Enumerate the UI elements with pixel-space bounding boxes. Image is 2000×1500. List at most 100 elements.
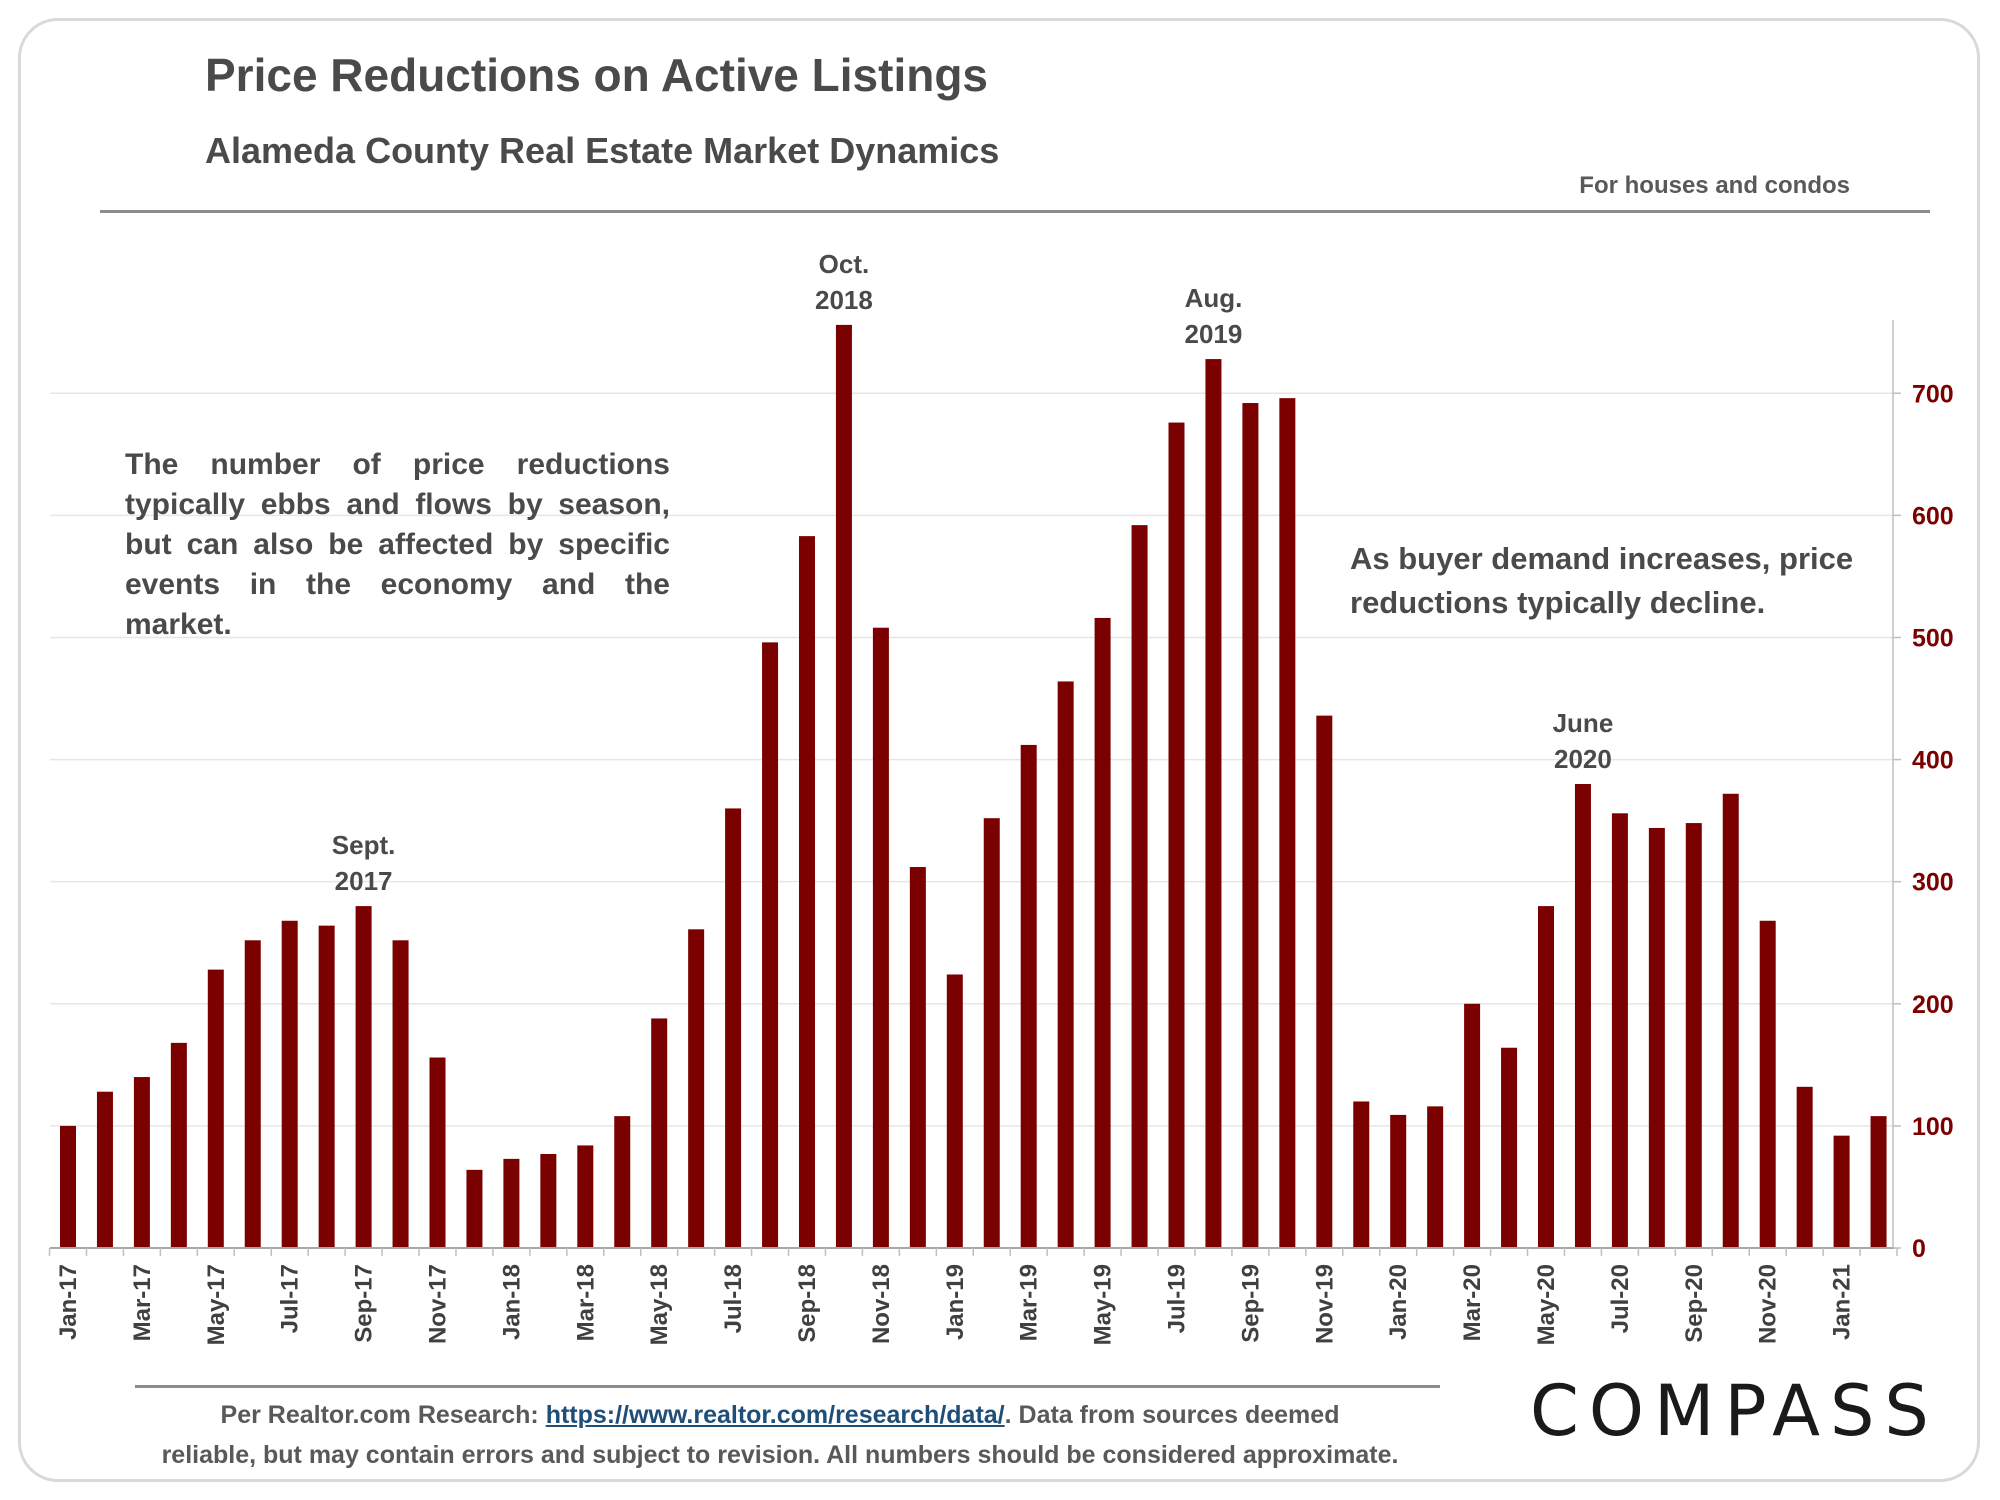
x-tick-label: Nov-18 xyxy=(868,1264,895,1344)
peak-annotation-line1: Aug. xyxy=(1185,283,1243,313)
x-tick-label: May-18 xyxy=(646,1264,673,1345)
bar xyxy=(466,1169,483,1248)
bar xyxy=(318,925,335,1248)
bar xyxy=(244,940,261,1248)
bar xyxy=(1464,1003,1481,1248)
x-tick-label: Nov-17 xyxy=(425,1264,452,1344)
bar xyxy=(1168,422,1185,1248)
bar xyxy=(799,536,815,1248)
x-tick-label: Sep-18 xyxy=(794,1264,821,1343)
y-tick-label: 100 xyxy=(1912,1113,1954,1141)
bar xyxy=(835,324,852,1248)
bar xyxy=(1242,403,1259,1248)
bar xyxy=(946,974,963,1248)
x-tick-label: Nov-20 xyxy=(1755,1264,1782,1344)
x-tick-label: Jul-19 xyxy=(1164,1264,1191,1333)
chart-title: Price Reductions on Active Listings xyxy=(205,49,989,101)
bar xyxy=(1501,1047,1518,1248)
bar xyxy=(1316,715,1333,1248)
peak-annotation-line2: 2017 xyxy=(335,866,393,896)
peak-annotation-line2: 2019 xyxy=(1185,319,1243,349)
peak-annotation-line2: 2018 xyxy=(815,285,873,315)
source-link[interactable]: https://www.realtor.com/research/data/ xyxy=(545,1401,1005,1429)
bar xyxy=(725,808,742,1248)
bar xyxy=(1833,1135,1850,1248)
annotation-seasonality: The number of price reductions typically… xyxy=(125,448,670,641)
bar xyxy=(392,940,409,1248)
y-tick-label: 400 xyxy=(1912,747,1954,775)
chart-subtitle: Alameda County Real Estate Market Dynami… xyxy=(205,130,1000,171)
x-tick-label: Mar-20 xyxy=(1459,1264,1486,1341)
bar xyxy=(651,1018,668,1248)
bar xyxy=(1131,525,1148,1248)
bar xyxy=(1427,1106,1444,1248)
y-tick-label: 300 xyxy=(1912,869,1954,897)
bar xyxy=(1279,398,1296,1249)
bar xyxy=(688,929,705,1248)
bar xyxy=(540,1153,557,1248)
bar xyxy=(1205,359,1222,1248)
x-tick-label: Nov-19 xyxy=(1311,1264,1338,1344)
bar xyxy=(1611,813,1628,1248)
x-tick-label: Jul-18 xyxy=(720,1264,747,1333)
y-tick-label: 0 xyxy=(1912,1235,1926,1263)
x-tick-label: May-20 xyxy=(1533,1264,1560,1345)
peak-annotation-line2: 2020 xyxy=(1554,744,1612,774)
peak-annotation-line1: Oct. xyxy=(819,249,870,279)
peak-annotation-line1: Sept. xyxy=(332,830,396,860)
bar xyxy=(1057,681,1074,1248)
bar xyxy=(1722,793,1739,1248)
bar xyxy=(1574,784,1591,1248)
footer-line2: reliable, but may contain errors and sub… xyxy=(161,1441,1399,1469)
bar xyxy=(60,1125,76,1248)
bar xyxy=(503,1158,520,1248)
bar xyxy=(207,969,224,1248)
bar xyxy=(1353,1101,1370,1248)
compass-logo: COMPASS xyxy=(1530,1370,1939,1452)
bar xyxy=(983,818,1000,1248)
bar xyxy=(872,627,889,1248)
x-tick-label: Jan-19 xyxy=(942,1264,969,1340)
x-tick-label: May-17 xyxy=(203,1264,230,1345)
bar xyxy=(577,1145,594,1248)
bar xyxy=(614,1116,631,1248)
x-tick-label: Jan-21 xyxy=(1829,1264,1856,1340)
bar xyxy=(1020,744,1037,1248)
bar xyxy=(762,642,779,1248)
footer-line1-suffix: . Data from sources deemed xyxy=(1004,1401,1340,1429)
peak-annotation-line1: June xyxy=(1553,708,1614,738)
bar xyxy=(1870,1116,1887,1248)
bar xyxy=(1685,823,1702,1248)
scope-note: For houses and condos xyxy=(1579,172,1850,199)
bar xyxy=(96,1091,113,1248)
x-tick-label: Jan-18 xyxy=(498,1264,525,1340)
bar xyxy=(1538,906,1554,1248)
bar xyxy=(133,1077,150,1248)
x-tick-label: Mar-17 xyxy=(129,1264,156,1341)
bar xyxy=(1094,617,1111,1248)
footer-divider xyxy=(135,1385,1440,1388)
source-footer: Per Realtor.com Research: https://www.re… xyxy=(160,1395,1400,1475)
bar xyxy=(909,867,926,1248)
bar xyxy=(1648,827,1665,1248)
y-tick-label: 200 xyxy=(1912,991,1954,1019)
x-tick-label: Mar-19 xyxy=(1016,1264,1043,1341)
y-tick-label: 600 xyxy=(1912,502,1954,530)
x-tick-label: Sep-19 xyxy=(1237,1264,1264,1343)
bar xyxy=(429,1057,446,1248)
x-tick-label: Sep-17 xyxy=(351,1264,378,1343)
x-tick-label: Mar-18 xyxy=(572,1264,599,1341)
x-tick-label: Jan-17 xyxy=(55,1264,82,1340)
bar xyxy=(1759,920,1776,1248)
x-tick-label: Jan-20 xyxy=(1385,1264,1412,1340)
footer-prefix: Per Realtor.com Research: xyxy=(220,1401,546,1429)
y-tick-label: 500 xyxy=(1912,624,1954,652)
x-tick-label: Jul-17 xyxy=(277,1264,304,1333)
bar xyxy=(1796,1086,1813,1248)
bar xyxy=(355,906,372,1248)
bar xyxy=(1390,1114,1407,1248)
annotation-demand: As buyer demand increases, price reducti… xyxy=(1350,541,1854,620)
x-tick-label: Sep-20 xyxy=(1681,1264,1708,1343)
y-tick-label: 700 xyxy=(1912,380,1954,408)
